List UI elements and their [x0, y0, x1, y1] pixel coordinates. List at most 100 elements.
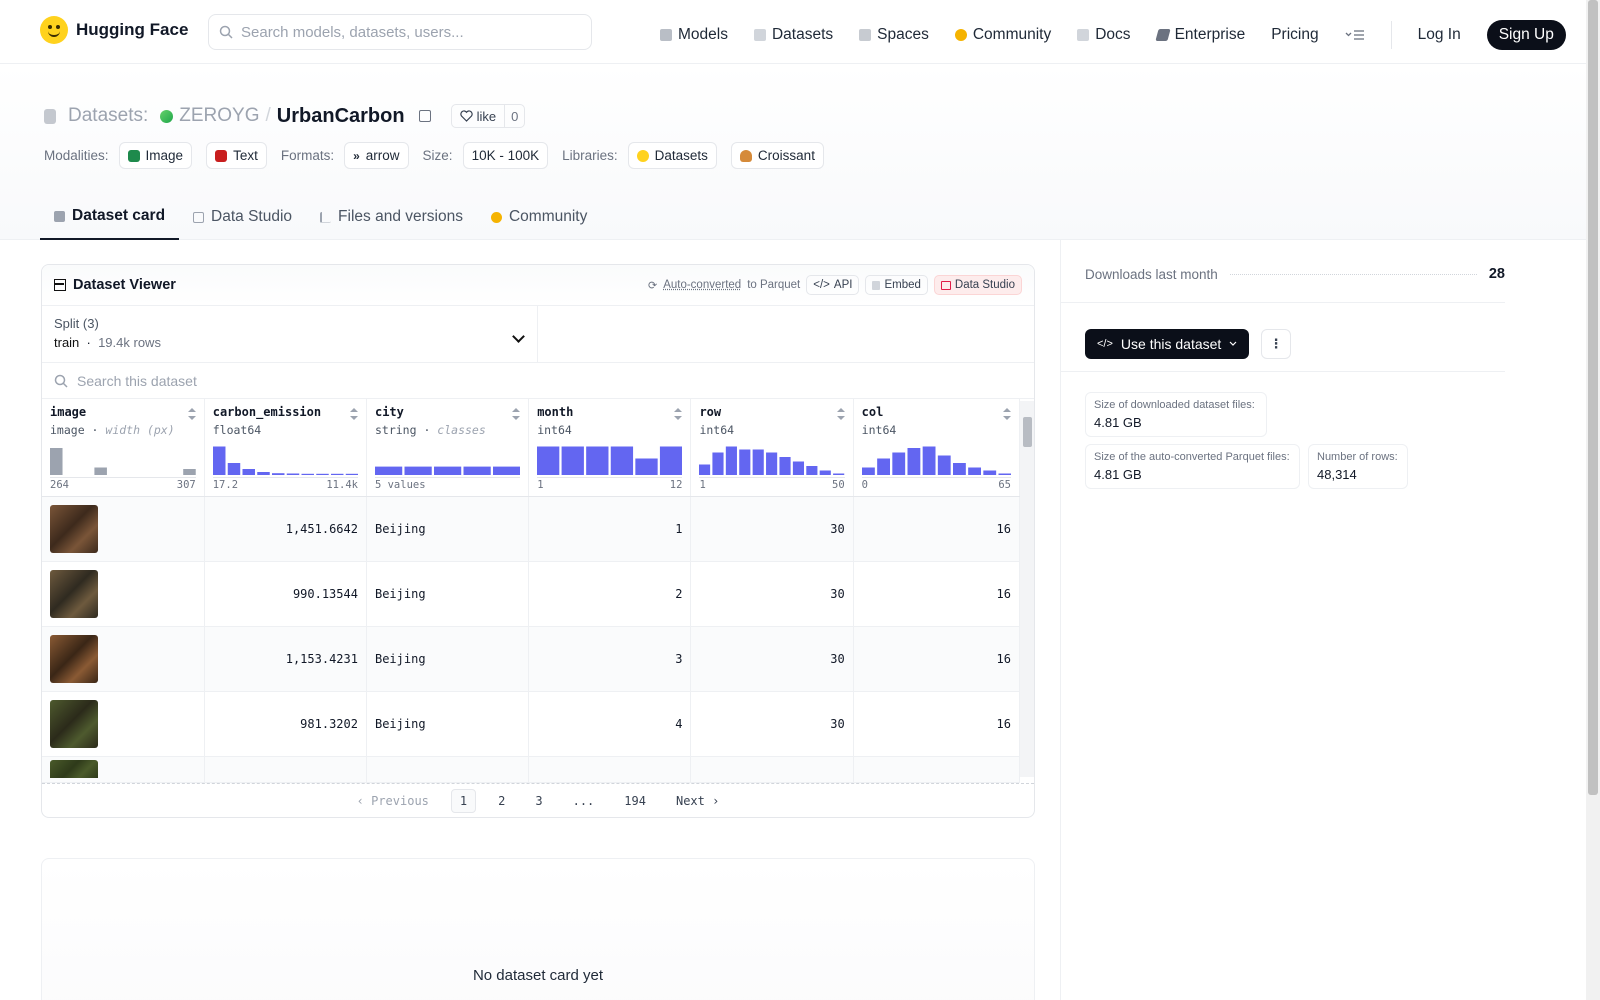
page-2-button[interactable]: 2: [498, 793, 506, 808]
tab-community[interactable]: Community: [477, 194, 601, 240]
tab-data-studio[interactable]: Data Studio: [179, 194, 306, 240]
libraries-label: Libraries:: [562, 148, 618, 163]
page-1-button[interactable]: 1: [450, 788, 477, 813]
histogram-bar: [998, 473, 1011, 475]
nav-community[interactable]: Community: [954, 26, 1051, 44]
repo-owner-link[interactable]: ZEROYG: [179, 105, 260, 126]
more-options-button[interactable]: ⋮: [1261, 329, 1291, 359]
image-cell[interactable]: [42, 626, 205, 692]
nav-enterprise[interactable]: Enterprise: [1154, 26, 1245, 44]
sort-icon[interactable]: [836, 408, 845, 420]
column-header-row[interactable]: row int64 1 50: [690, 399, 854, 497]
data-studio-button[interactable]: Data Studio: [933, 275, 1022, 295]
dataset-search[interactable]: [42, 363, 1034, 399]
page-scrollbar[interactable]: [1586, 0, 1600, 1000]
repo-name-link[interactable]: UrbanCarbon: [276, 104, 405, 127]
image-cell[interactable]: [42, 691, 205, 757]
column-histogram[interactable]: [50, 445, 196, 475]
nav-spaces[interactable]: Spaces: [859, 26, 929, 44]
sort-icon[interactable]: [674, 408, 683, 420]
hugging-face-logo[interactable]: Hugging Face: [40, 16, 188, 44]
page-last-button[interactable]: 194: [624, 793, 646, 808]
signup-button[interactable]: Sign Up: [1486, 20, 1566, 50]
pagination: ‹ Previous 1 2 3 ... 194 Next ›: [42, 783, 1034, 817]
nav-divider: [1390, 21, 1392, 49]
table-scrollbar-thumb[interactable]: [1023, 417, 1032, 447]
image-cell[interactable]: [42, 756, 205, 783]
image-thumbnail[interactable]: [50, 760, 98, 778]
no-dataset-card-text: No dataset card yet: [472, 967, 604, 984]
image-cell[interactable]: [42, 496, 205, 562]
owner-avatar[interactable]: [160, 109, 174, 123]
previous-label: Previous: [371, 793, 429, 808]
histogram-max: 65: [998, 479, 1011, 491]
cell-col: 16: [853, 626, 1021, 692]
tab-files-and-versions[interactable]: Files and versions: [306, 194, 477, 240]
copy-icon[interactable]: [418, 110, 431, 122]
column-header-city[interactable]: city string · classes 5 values: [366, 399, 530, 497]
table-row[interactable]: [42, 756, 1021, 783]
image-cell[interactable]: [42, 561, 205, 627]
column-histogram[interactable]: [374, 445, 521, 475]
tag-croissant-library[interactable]: Croissant: [730, 142, 824, 169]
global-search[interactable]: [208, 14, 592, 50]
page-ellipsis: ...: [572, 793, 595, 808]
nav-models[interactable]: Models: [660, 26, 728, 44]
column-histogram[interactable]: [537, 445, 683, 475]
image-thumbnail[interactable]: [50, 569, 98, 618]
sort-icon[interactable]: [187, 408, 196, 420]
image-thumbnail[interactable]: [50, 504, 98, 553]
auto-converted-link[interactable]: Auto-converted: [663, 279, 741, 291]
like-button[interactable]: like 0: [450, 104, 526, 128]
table-row[interactable]: 1,451.6642 Beijing 1 30 16: [42, 496, 1021, 562]
image-thumbnail[interactable]: [50, 699, 98, 748]
table-row[interactable]: 1,153.4231 Beijing 3 30 16: [42, 626, 1021, 692]
login-link[interactable]: Log In: [1418, 26, 1461, 44]
column-type-text: float64: [212, 423, 262, 437]
histogram-bar: [983, 470, 996, 475]
previous-page-button[interactable]: ‹ Previous: [356, 793, 429, 808]
tag-image[interactable]: Image: [118, 142, 193, 169]
column-header-col[interactable]: col int64 0 65: [853, 399, 1021, 497]
nav-docs[interactable]: Docs: [1077, 26, 1131, 44]
api-button[interactable]: </> API: [806, 275, 860, 295]
stat-download-size-label: Size of downloaded dataset files:: [1094, 399, 1255, 411]
tag-size[interactable]: 10K - 100K: [462, 142, 549, 169]
nav-datasets[interactable]: Datasets: [753, 26, 833, 44]
column-header-carbon-emission[interactable]: carbon_emission float64 17.2 11.4k: [204, 399, 367, 497]
next-page-button[interactable]: Next ›: [675, 793, 720, 808]
sort-icon[interactable]: [1003, 408, 1011, 420]
table-header-row: image image · width (px) 264 307 carbon_emis…: [42, 399, 1021, 497]
page-3-button[interactable]: 3: [535, 793, 543, 808]
cell-month: [528, 756, 692, 783]
tab-data-studio-label: Data Studio: [211, 208, 293, 225]
dataset-search-input[interactable]: [77, 372, 477, 389]
use-this-dataset-button[interactable]: </> Use this dataset: [1085, 329, 1250, 359]
tag-arrow[interactable]: » arrow: [344, 142, 409, 169]
histogram-range: 1 50: [699, 477, 845, 491]
table-scrollbar[interactable]: [1020, 401, 1034, 777]
column-histogram[interactable]: [699, 445, 845, 475]
more-menu-button[interactable]: [1345, 29, 1365, 41]
repo-type-label: Datasets:: [68, 105, 149, 126]
column-header-image[interactable]: image image · width (px) 264 307: [42, 399, 205, 497]
column-histogram[interactable]: [861, 445, 1011, 475]
dataset-card-icon: [54, 210, 65, 222]
table-row[interactable]: 990.13544 Beijing 2 30 16: [42, 561, 1021, 627]
sort-icon[interactable]: [512, 408, 521, 420]
split-selector[interactable]: Split (3) train · 19.4k rows: [42, 306, 538, 362]
tag-datasets-library[interactable]: Datasets: [627, 142, 717, 169]
table-row[interactable]: 981.3202 Beijing 4 30 16: [42, 691, 1021, 757]
global-search-input[interactable]: [241, 23, 571, 41]
tab-dataset-card[interactable]: Dataset card: [40, 194, 180, 240]
repo-separator: /: [265, 105, 271, 126]
image-thumbnail[interactable]: [50, 634, 98, 683]
tag-text[interactable]: Text: [206, 142, 267, 169]
nav-pricing[interactable]: Pricing: [1271, 26, 1318, 44]
column-histogram[interactable]: [212, 445, 358, 475]
column-header-month[interactable]: month int64 1 12: [528, 399, 692, 497]
sort-icon[interactable]: [349, 408, 358, 420]
column-type-text: int64: [861, 423, 897, 437]
page-scrollbar-thumb[interactable]: [1588, 0, 1598, 795]
embed-button[interactable]: Embed: [865, 275, 928, 295]
